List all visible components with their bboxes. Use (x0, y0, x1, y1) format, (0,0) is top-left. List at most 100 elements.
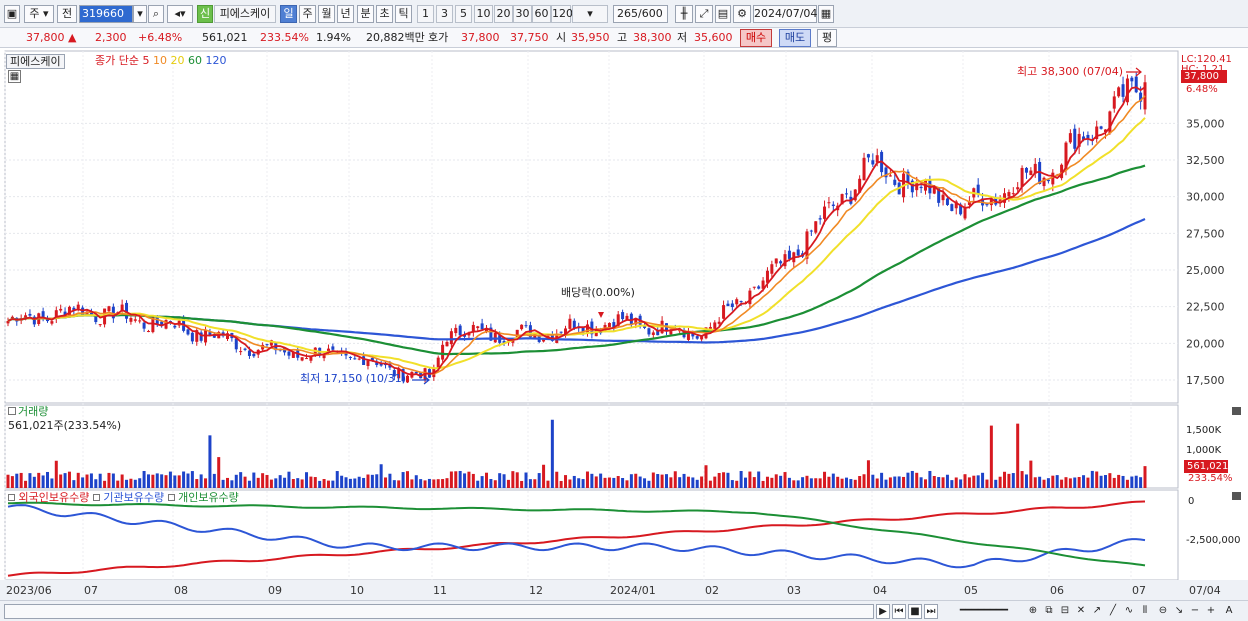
speaker-icon[interactable]: ◂▾ (167, 5, 193, 23)
date-input[interactable]: 2024/07/04 (753, 5, 817, 23)
candle-body (291, 351, 295, 358)
shrink-icon[interactable]: ↘ (1174, 605, 1184, 616)
wave-tool-icon[interactable]: ∿ (1124, 605, 1134, 616)
candle-body (1020, 167, 1024, 187)
search-icon[interactable]: ⌕ (148, 5, 164, 23)
stop-icon[interactable]: ■ (908, 604, 922, 619)
candle-body (1095, 126, 1099, 140)
institution-holdings-label: 기관보유수량 (103, 491, 165, 504)
period-second[interactable]: 초 (376, 5, 393, 23)
stock-tab[interactable]: 피에스케이 (6, 54, 65, 69)
font-size-icon[interactable]: A (1225, 605, 1233, 616)
volume-bar (37, 472, 41, 488)
zoom-slider[interactable]: ━━━━━━━━ (959, 605, 1009, 616)
sell-button[interactable]: 매도 (779, 29, 811, 47)
candle-body (726, 303, 730, 307)
calendar-icon[interactable]: ▦ (818, 5, 834, 23)
copy-icon[interactable]: ⧉ (1045, 605, 1053, 616)
period-week[interactable]: 주 (299, 5, 316, 23)
volume-toggle-icon[interactable] (8, 407, 16, 415)
volume-bar (217, 457, 221, 488)
volume-bar (160, 474, 164, 488)
x-tick-label: 07/04 (1189, 584, 1221, 597)
buy-button[interactable]: 매수 (740, 29, 772, 47)
volume-bar (195, 479, 199, 488)
minus-icon[interactable]: − (1190, 605, 1200, 616)
market-select[interactable]: 주 ▾ (24, 5, 54, 23)
volume-bar (309, 476, 313, 488)
institution-holdings-line (7, 504, 1146, 569)
ma-legend: 종가 단순 5 10 20 60 120 (95, 54, 226, 67)
prev-button[interactable]: 전 (57, 5, 77, 23)
average-button[interactable]: 평 (817, 29, 837, 47)
interval-1[interactable]: 1 (417, 5, 434, 23)
save-icon[interactable]: ▤ (715, 5, 731, 23)
interval-30[interactable]: 30 (513, 5, 532, 23)
credit-badge[interactable]: 신 (197, 5, 213, 23)
volume-bar (94, 479, 98, 488)
period-month[interactable]: 월 (318, 5, 335, 23)
horizontal-scroll-track[interactable] (4, 604, 874, 619)
candle-body (1016, 187, 1020, 190)
interval-60[interactable]: 60 (532, 5, 551, 23)
foreign-toggle-icon[interactable] (8, 494, 15, 501)
individual-toggle-icon[interactable] (167, 494, 175, 501)
zoom-icon[interactable]: ⊕ (1028, 605, 1038, 616)
chart-fit-icon[interactable]: ⊟ (1060, 605, 1070, 616)
grid-icon[interactable]: ▦ (8, 70, 21, 83)
candle-type-icon[interactable]: ╫ (675, 5, 693, 23)
volume-bar (717, 472, 721, 488)
interval-5[interactable]: 5 (455, 5, 472, 23)
arrow-tool-icon[interactable]: ↗ (1092, 605, 1102, 616)
volume-bar (542, 464, 546, 488)
line-tool-icon[interactable]: ╱ (1109, 605, 1117, 616)
candle-body (796, 249, 800, 256)
bar-tool-icon[interactable]: ⫴ (1142, 605, 1148, 616)
stock-chart-svg[interactable]: 35,000 32,500 30,000 27,500 25,000 22,500 20,0… (0, 50, 1248, 600)
zoom-out-icon[interactable]: ⊖ (1158, 605, 1168, 616)
volume-bar (32, 476, 36, 488)
crosshair-icon[interactable]: ✕ (1076, 605, 1086, 616)
volume-bar (208, 435, 212, 488)
scroll-right-icon[interactable]: ▶ (876, 604, 890, 619)
volume-pct-tag: 233.54% (1188, 473, 1233, 484)
candle-body (783, 254, 787, 267)
volume-bar (239, 472, 243, 488)
volume-bar (906, 472, 910, 488)
count-input[interactable]: 265/600 (613, 5, 668, 23)
interval-120[interactable]: 120 (551, 5, 573, 23)
forward-icon[interactable]: ⏭ (924, 604, 938, 619)
volume-bar (1033, 477, 1037, 488)
plus-icon[interactable]: + (1206, 605, 1216, 616)
interval-3[interactable]: 3 (436, 5, 453, 23)
candle-body (814, 221, 818, 233)
period-day[interactable]: 일 (280, 5, 297, 23)
period-tick[interactable]: 틱 (395, 5, 412, 23)
volume-bar (375, 474, 379, 488)
period-year[interactable]: 년 (337, 5, 354, 23)
candle-body (265, 344, 269, 346)
code-dropdown-icon[interactable]: ▾ (133, 5, 147, 23)
drawing-tool-icon[interactable]: ⤢ (695, 5, 713, 23)
settings-gear-icon[interactable]: ⚙ (733, 5, 751, 23)
institution-toggle-icon[interactable] (92, 494, 100, 501)
stock-code-input[interactable]: 319660 (79, 5, 133, 23)
period-minute[interactable]: 분 (357, 5, 374, 23)
candle-body (458, 325, 462, 336)
interval-20[interactable]: 20 (494, 5, 513, 23)
window-icon[interactable]: ▣ (4, 5, 20, 23)
rewind-icon[interactable]: ⏮ (892, 604, 906, 619)
interval-custom-select[interactable]: ▾ (572, 5, 608, 23)
volume-title: 거래량 (18, 405, 49, 418)
candle-body (893, 179, 897, 185)
interval-10[interactable]: 10 (474, 5, 493, 23)
chart-area[interactable]: 35,000 32,500 30,000 27,500 25,000 22,500 20,0… (0, 50, 1248, 600)
low-price: 35,600 (694, 31, 733, 44)
volume-bar (348, 478, 352, 488)
candle-body (1042, 177, 1046, 187)
volume-bar (138, 478, 142, 488)
volume-bar (814, 478, 818, 488)
price-panel-frame (4, 50, 1179, 404)
candle-body (125, 302, 129, 319)
up-arrow-icon: ▲ (68, 31, 77, 44)
